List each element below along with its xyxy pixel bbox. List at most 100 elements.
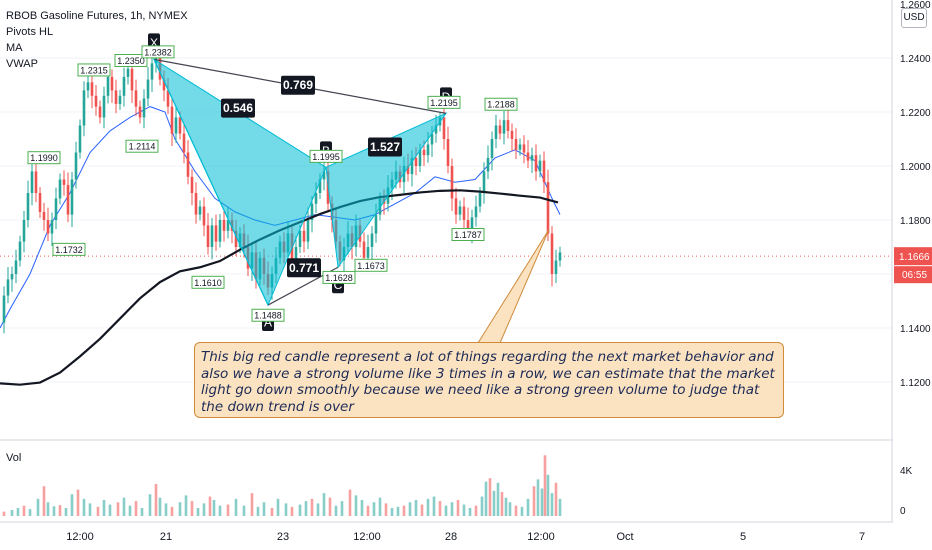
candle-body [210,225,214,247]
volume-bar [70,494,74,516]
last-price-tag [894,247,932,266]
pivot-label: 1.1990 [30,153,58,163]
candle-body [526,152,530,161]
candle-body [538,160,542,172]
candle-body [430,133,434,145]
candle-body [490,139,494,158]
volume-bar [366,505,370,516]
indicator-ma[interactable]: MA [6,42,23,54]
candle-body [54,198,58,220]
candle-body [482,171,486,193]
volume-bar [414,499,418,516]
candle-body [110,76,114,91]
volume-bar [546,474,550,516]
x-tick-label: 12:00 [353,531,381,543]
candle-body [218,220,222,242]
pivot-label-box [251,308,285,322]
pivot-label-box [125,139,159,153]
volume-bar [76,489,80,516]
volume-bar [438,501,442,516]
ratio-box [221,98,255,118]
volume-bar [82,498,86,516]
candle-body [294,247,298,261]
pivot-label-box [451,228,485,242]
volume-bar [64,507,68,516]
candle-body [466,220,470,231]
chart-title[interactable]: RBOB Gasoline Futures, 1h, NYMEX [6,10,188,22]
volume-bar [170,506,174,516]
candle-body [534,155,538,172]
pivot-label: 1.2114 [129,142,156,152]
volume-bar [196,507,200,516]
volume-bar [328,497,332,516]
candle-body [478,193,482,207]
candle-body [34,171,38,193]
pivot-label: 1.1787 [454,230,482,240]
y-tick-label: 1.2000 [900,162,931,173]
volume-bar [390,507,394,516]
candle-body [446,139,450,166]
volume-bar [52,506,56,516]
volume-bar [158,497,162,516]
candle-body [458,206,462,215]
pivot-label: 1.2188 [487,100,515,110]
candle-body [90,82,94,96]
volume-bar [164,503,168,516]
y-tick-label: 1.1400 [900,324,931,335]
countdown-tag [894,266,932,284]
volume-bar [190,501,194,516]
ratio-label: 1.527 [370,140,400,154]
candle-body [406,166,410,175]
volume-bar [270,507,274,516]
volume-bar [22,505,26,516]
y-tick-label: 1.2400 [900,54,931,65]
volume-tick-label: 0 [900,506,906,517]
volume-bar [354,495,358,516]
candle-body [174,117,178,134]
volume-bar [134,501,138,516]
candle-body [162,79,166,91]
x-tick-label: 12:00 [66,531,94,543]
candle-body [206,225,210,247]
volume-bar [543,455,547,516]
volume-bar [46,502,50,516]
volume-bar [284,503,288,516]
volume-bar [492,490,496,516]
candle-body [50,220,54,234]
ratio-box [281,75,315,95]
pivot-label: 1.2350 [117,56,145,66]
volume-bar [242,505,246,516]
x-tick-label: Oct [616,531,633,543]
candle-body [510,130,514,139]
candle-body [522,144,526,153]
volume-bar [462,504,466,516]
volume-bar [304,501,308,516]
pivot-label: 1.1995 [312,152,340,162]
pivot-label: 1.1628 [325,273,353,283]
pattern-point-label: X [150,36,158,50]
candle-body [150,63,154,80]
candle-body [554,260,558,274]
candle-body [226,220,230,231]
candle-body [38,193,42,212]
volume-bar [148,494,152,516]
indicator-vwap[interactable]: VWAP [6,58,38,70]
y-tick-label: 1.1800 [900,216,931,227]
volume-bar [504,497,508,516]
candle-body [306,220,310,242]
candle-body [14,260,18,274]
candle-body [462,206,466,220]
annotation-callout[interactable]: This big red candle represent a lot of t… [194,342,784,418]
candle-body [450,166,454,199]
volume-bar [558,498,562,516]
currency-button[interactable]: USD [901,8,927,28]
pivot-label-box [27,151,61,165]
candle-body [194,193,198,215]
volume-bar [28,509,32,516]
volume-bar [540,488,544,516]
candle-body [214,225,218,242]
indicator-pivots[interactable]: Pivots HL [6,26,54,38]
pivot-label-box [354,258,388,272]
